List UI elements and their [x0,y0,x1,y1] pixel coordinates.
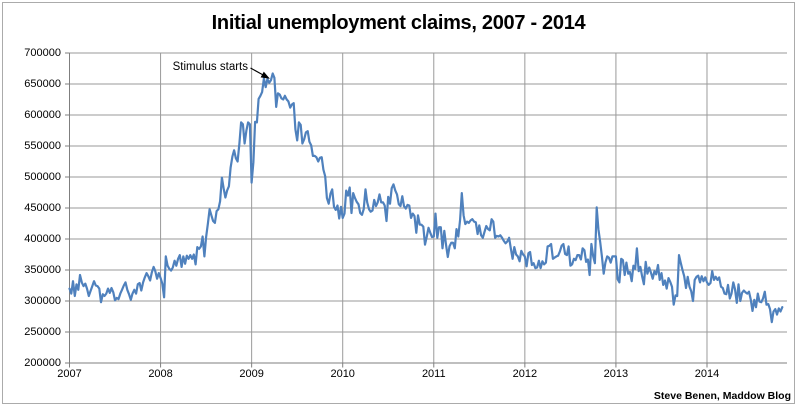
credit-attribution: Steve Benen, Maddow Blog [653,390,791,402]
x-axis-label: 2012 [512,368,538,380]
annotation-arrow [250,67,270,79]
x-axis-label: 2010 [330,368,355,380]
y-axis-label: 500000 [24,170,61,183]
y-axis-label: 600000 [24,108,61,121]
x-axis-label: 2011 [421,368,446,380]
x-axis-label: 2008 [148,368,173,380]
x-axis-label: 2007 [57,368,82,380]
chart-title: Initial unemployment claims, 2007 - 2014 [211,12,586,34]
claims-data-line [68,72,784,324]
y-axis-label: 300000 [24,294,61,307]
y-axis-label: 550000 [24,139,61,152]
y-axis-label: 350000 [24,263,61,276]
y-axis-label: 700000 [24,46,61,59]
y-axis-label: 450000 [24,201,61,214]
y-axis-label: 200000 [24,356,61,369]
x-axis-label: 2009 [239,368,264,380]
y-axis-label: 650000 [24,77,61,90]
stimulus-annotation-label: Stimulus starts [172,61,248,73]
x-axis-label: 2013 [603,368,629,380]
y-axis-label: 250000 [24,325,61,338]
y-axis-label: 400000 [24,232,61,245]
x-axis-label: 2014 [694,368,720,380]
